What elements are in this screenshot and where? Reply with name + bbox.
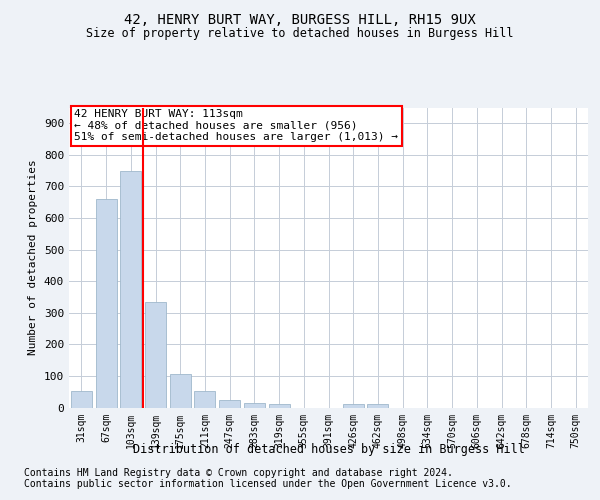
Text: Contains public sector information licensed under the Open Government Licence v3: Contains public sector information licen… [24,479,512,489]
Bar [71,391,92,407]
Bar [194,391,215,407]
Text: Size of property relative to detached houses in Burgess Hill: Size of property relative to detached ho… [86,28,514,40]
Bar [343,404,364,407]
Text: Distribution of detached houses by size in Burgess Hill: Distribution of detached houses by size … [133,442,525,456]
Bar [145,302,166,408]
Bar [170,374,191,408]
Bar [244,403,265,407]
Bar [269,404,290,407]
Y-axis label: Number of detached properties: Number of detached properties [28,160,38,356]
Bar [219,400,240,407]
Text: 42 HENRY BURT WAY: 113sqm
← 48% of detached houses are smaller (956)
51% of semi: 42 HENRY BURT WAY: 113sqm ← 48% of detac… [74,109,398,142]
Text: Contains HM Land Registry data © Crown copyright and database right 2024.: Contains HM Land Registry data © Crown c… [24,468,453,477]
Bar [367,404,388,407]
Bar [95,199,116,408]
Bar [120,170,141,408]
Text: 42, HENRY BURT WAY, BURGESS HILL, RH15 9UX: 42, HENRY BURT WAY, BURGESS HILL, RH15 9… [124,12,476,26]
